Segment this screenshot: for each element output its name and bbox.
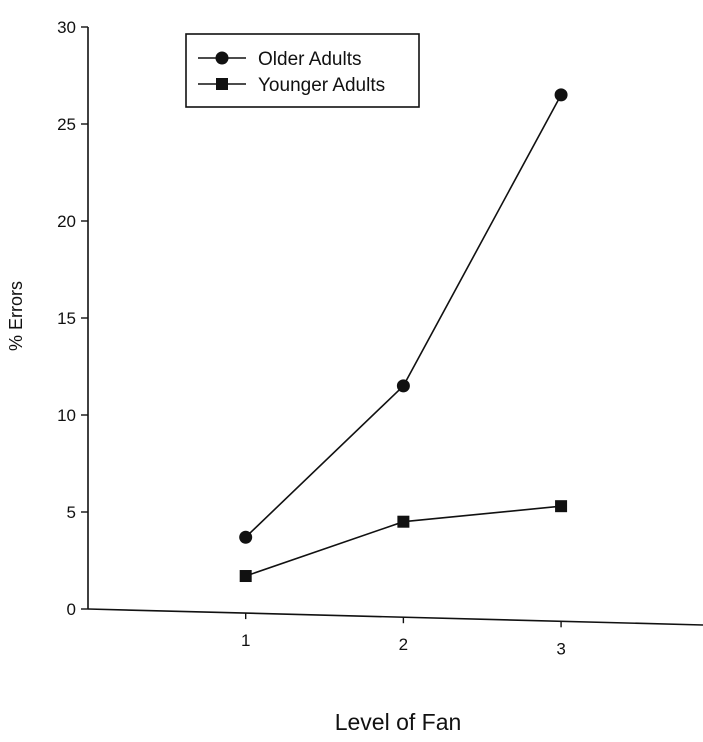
y-tick-label: 20 <box>57 212 76 231</box>
y-tick-label: 25 <box>57 115 76 134</box>
x-axis-line <box>87 608 703 626</box>
axes <box>87 27 703 626</box>
series-older-adults <box>239 88 568 544</box>
legend-label: Older Adults <box>258 49 362 70</box>
legend-marker <box>216 78 228 90</box>
x-tick-label: 1 <box>241 631 250 650</box>
y-tick-label: 0 <box>67 600 76 619</box>
x-tick-label: 2 <box>399 635 408 654</box>
legend-item: Older Adults <box>198 49 362 70</box>
x-axis-title: Level of Fan <box>335 709 462 735</box>
data-point <box>239 570 252 583</box>
legend-label: Younger Adults <box>258 75 385 96</box>
data-point <box>397 515 410 528</box>
legend-item: Younger Adults <box>198 75 385 96</box>
y-tick-label: 15 <box>57 309 76 328</box>
y-tick-label: 5 <box>67 503 76 522</box>
data-point <box>555 500 568 513</box>
legend: Older Adults Younger Adults <box>185 33 420 108</box>
x-axis-ticks: 1 2 3 <box>241 613 566 658</box>
y-tick-label: 30 <box>57 18 76 37</box>
x-tick-label: 3 <box>556 639 565 658</box>
data-point <box>239 530 253 544</box>
series-line <box>245 94 562 538</box>
legend-marker <box>215 51 229 65</box>
y-axis-ticks: 0 5 10 15 20 25 30 <box>57 18 88 619</box>
y-axis-title: % Errors <box>6 281 26 351</box>
series-layer <box>239 88 568 583</box>
legend-box <box>185 33 420 108</box>
y-tick-label: 10 <box>57 406 76 425</box>
series-younger-adults <box>239 500 568 583</box>
data-point <box>554 88 568 102</box>
data-point <box>396 379 410 393</box>
